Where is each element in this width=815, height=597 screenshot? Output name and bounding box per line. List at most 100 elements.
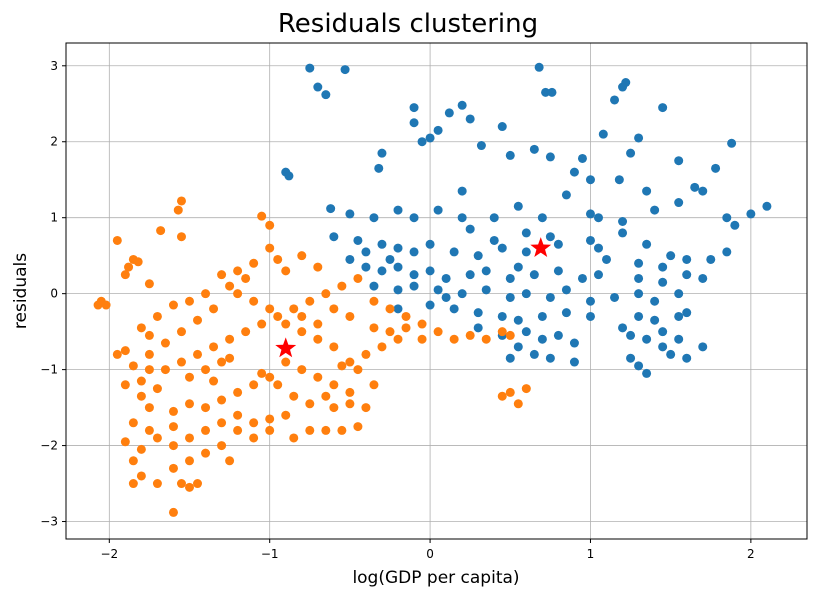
- scatter-point-cluster-1: [265, 372, 275, 382]
- scatter-point-cluster-0: [626, 353, 636, 363]
- scatter-point-cluster-0: [537, 334, 547, 344]
- scatter-point-cluster-0: [473, 308, 483, 318]
- y-tick-label: 1: [50, 211, 58, 225]
- scatter-point-cluster-0: [425, 266, 435, 276]
- scatter-point-cluster-1: [168, 441, 178, 451]
- scatter-point-cluster-1: [112, 235, 122, 245]
- scatter-point-cluster-1: [133, 257, 143, 267]
- x-tick-label: 0: [426, 547, 434, 561]
- scatter-point-cluster-1: [144, 349, 154, 359]
- scatter-point-cluster-0: [577, 273, 587, 283]
- chart-title: Residuals clustering: [278, 9, 538, 39]
- scatter-point-cluster-0: [650, 315, 660, 325]
- scatter-point-cluster-1: [168, 406, 178, 416]
- scatter-point-cluster-1: [337, 425, 347, 435]
- scatter-point-cluster-0: [593, 213, 603, 223]
- scatter-point-cluster-1: [201, 365, 211, 375]
- scatter-point-cluster-0: [537, 213, 547, 223]
- scatter-point-cluster-1: [337, 281, 347, 291]
- y-tick-label: 2: [50, 135, 58, 149]
- scatter-point-cluster-0: [666, 349, 676, 359]
- scatter-point-cluster-1: [128, 418, 138, 428]
- scatter-point-cluster-0: [417, 137, 427, 147]
- scatter-point-cluster-0: [545, 152, 555, 162]
- centroids: [275, 237, 552, 358]
- scatter-point-cluster-1: [337, 361, 347, 371]
- scatter-point-cluster-0: [585, 209, 595, 219]
- scatter-point-cluster-1: [249, 296, 259, 306]
- scatter-point-cluster-1: [449, 334, 459, 344]
- scatter-point-cluster-1: [313, 262, 323, 272]
- scatter-point-cluster-1: [168, 507, 178, 517]
- scatter-point-cluster-1: [241, 327, 251, 337]
- scatter-point-cluster-1: [176, 196, 186, 206]
- scatter-point-cluster-1: [201, 448, 211, 458]
- scatter-point-cluster-0: [658, 277, 668, 287]
- scatter-point-cluster-1: [249, 380, 259, 390]
- scatter-point-cluster-1: [241, 273, 251, 283]
- scatter-point-cluster-0: [727, 138, 737, 148]
- scatter-point-cluster-0: [698, 342, 708, 352]
- scatter-point-cluster-0: [409, 118, 419, 128]
- scatter-point-cluster-1: [217, 357, 227, 367]
- scatter-point-cluster-0: [642, 239, 652, 249]
- scatter-point-cluster-0: [433, 125, 443, 135]
- scatter-point-cluster-0: [321, 90, 331, 100]
- scatter-point-cluster-0: [642, 334, 652, 344]
- scatter-point-cluster-1: [225, 334, 235, 344]
- scatter-point-cluster-0: [489, 235, 499, 245]
- scatter-point-cluster-0: [529, 270, 539, 280]
- scatter-point-cluster-0: [529, 144, 539, 154]
- scatter-point-cluster-0: [658, 327, 668, 337]
- scatter-point-cluster-0: [345, 209, 355, 219]
- scatter-point-cluster-1: [176, 357, 186, 367]
- centroid-star-marker: [275, 337, 297, 358]
- scatter-point-cluster-0: [393, 285, 403, 295]
- scatter-point-cluster-1: [185, 433, 194, 443]
- scatter-point-cluster-0: [642, 186, 652, 196]
- scatter-point-cluster-0: [658, 342, 668, 352]
- scatter-point-cluster-0: [730, 220, 740, 230]
- scatter-point-cluster-0: [593, 243, 603, 253]
- scatter-point-cluster-1: [193, 479, 203, 489]
- scatter-point-cluster-1: [176, 327, 186, 337]
- scatter-point-cluster-0: [674, 198, 684, 208]
- scatter-point-cluster-0: [634, 133, 644, 143]
- scatter-point-cluster-1: [417, 319, 427, 329]
- scatter-point-cluster-1: [273, 380, 283, 390]
- scatter-point-cluster-0: [345, 254, 355, 264]
- scatter-point-cluster-0: [553, 330, 563, 340]
- scatter-point-cluster-0: [433, 205, 443, 215]
- scatter-point-cluster-1: [521, 384, 531, 394]
- scatter-point-cluster-1: [156, 226, 166, 236]
- scatter-point-cluster-1: [297, 327, 307, 337]
- scatter-point-cluster-1: [321, 391, 331, 401]
- scatter-point-cluster-0: [409, 103, 419, 113]
- scatter-point-cluster-0: [393, 243, 403, 253]
- scatter-point-cluster-0: [569, 357, 579, 367]
- scatter-point-cluster-0: [377, 148, 387, 158]
- scatter-point-cluster-0: [690, 182, 700, 192]
- scatter-point-cluster-0: [465, 114, 475, 124]
- scatter-point-cluster-0: [305, 63, 315, 73]
- scatter-point-cluster-0: [682, 254, 692, 264]
- scatter-point-cluster-0: [369, 281, 379, 291]
- scatter-point-cluster-1: [201, 289, 211, 299]
- scatter-point-cluster-1: [120, 346, 130, 356]
- scatter-point-cluster-0: [682, 270, 692, 280]
- scatter-point-cluster-1: [152, 311, 162, 321]
- scatter-point-cluster-1: [481, 334, 491, 344]
- scatter-point-cluster-1: [401, 323, 411, 333]
- scatter-point-cluster-1: [128, 361, 138, 371]
- scatter-point-cluster-1: [353, 365, 363, 375]
- scatter-point-cluster-0: [634, 311, 644, 321]
- scatter-point-cluster-0: [409, 281, 419, 291]
- scatter-point-cluster-0: [553, 239, 563, 249]
- scatter-point-cluster-0: [457, 289, 467, 299]
- scatter-point-cluster-0: [722, 213, 732, 223]
- scatter-point-cluster-1: [233, 425, 243, 435]
- scatter-point-cluster-0: [585, 311, 595, 321]
- scatter-point-cluster-1: [201, 403, 211, 413]
- scatter-point-cluster-0: [618, 216, 628, 226]
- scatter-point-cluster-0: [476, 141, 486, 151]
